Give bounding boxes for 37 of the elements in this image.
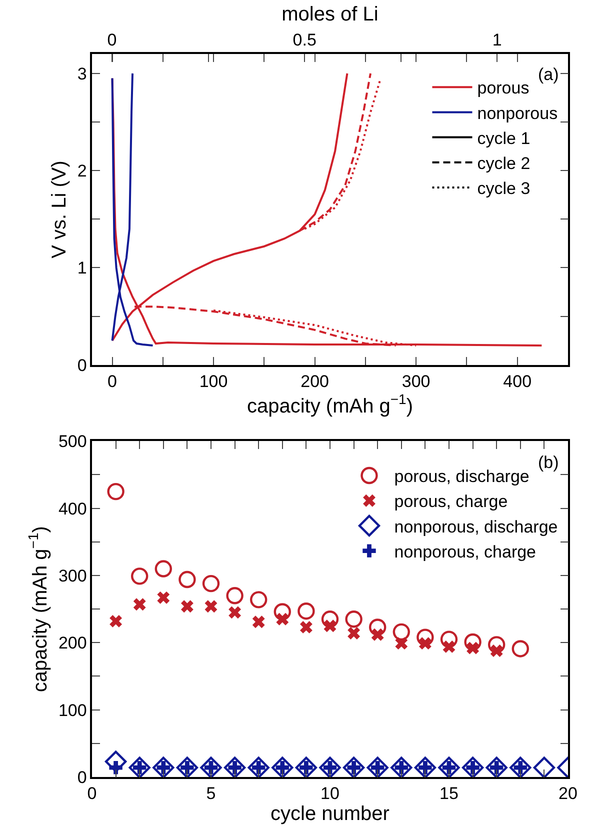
x-tick-label: 5 — [206, 784, 216, 804]
x-tick-label: 10 — [320, 784, 340, 804]
x-tick-label: 400 — [503, 372, 532, 392]
y-tick-label: 500 — [58, 432, 87, 452]
x-tick-label: 20 — [558, 784, 578, 804]
y-tick-label: 300 — [58, 566, 87, 586]
x-tick-label: 200 — [300, 372, 329, 392]
y-tick-label: 1 — [77, 258, 87, 278]
x-tick-label: 300 — [402, 372, 430, 392]
y-tick-label: 0 — [77, 768, 87, 787]
y-axis-title: V vs. Li (V) — [48, 160, 70, 258]
legend-label: nonporous, charge — [394, 542, 536, 562]
y-tick-label: 2 — [77, 162, 87, 181]
x-tick-label: 15 — [440, 784, 458, 804]
legend-label: nonporous, discharge — [394, 517, 558, 536]
legend-label: nonporous — [477, 104, 558, 123]
y-tick-label: 400 — [58, 499, 87, 518]
x-tick-label: 0 — [108, 372, 117, 392]
y-tick-label: 200 — [58, 634, 87, 653]
legend-label: cycle 1 — [477, 128, 530, 148]
y-tick-label: 100 — [58, 700, 87, 720]
annotation: (b) — [538, 453, 559, 472]
x2-axis-title: moles of Li — [282, 3, 378, 26]
legend-label: porous — [477, 78, 530, 98]
legend-label: porous, charge — [394, 492, 508, 512]
y-tick-label: 0 — [77, 356, 87, 375]
legend-label: cycle 2 — [477, 154, 530, 174]
x2-tick-label: 0.5 — [292, 30, 316, 50]
x2-tick-label: 0 — [107, 30, 117, 50]
x-axis-title: capacity (mAh g$^{−1}$) — [246, 391, 414, 418]
x2-tick-label: 1 — [492, 30, 502, 50]
annotation: (a) — [538, 65, 559, 84]
y-tick-label: 3 — [77, 64, 87, 84]
legend-label: porous, discharge — [394, 467, 530, 486]
x-tick-label: 100 — [199, 372, 228, 392]
legend-label: cycle 3 — [477, 179, 530, 198]
x-axis-title: cycle number — [270, 803, 390, 826]
